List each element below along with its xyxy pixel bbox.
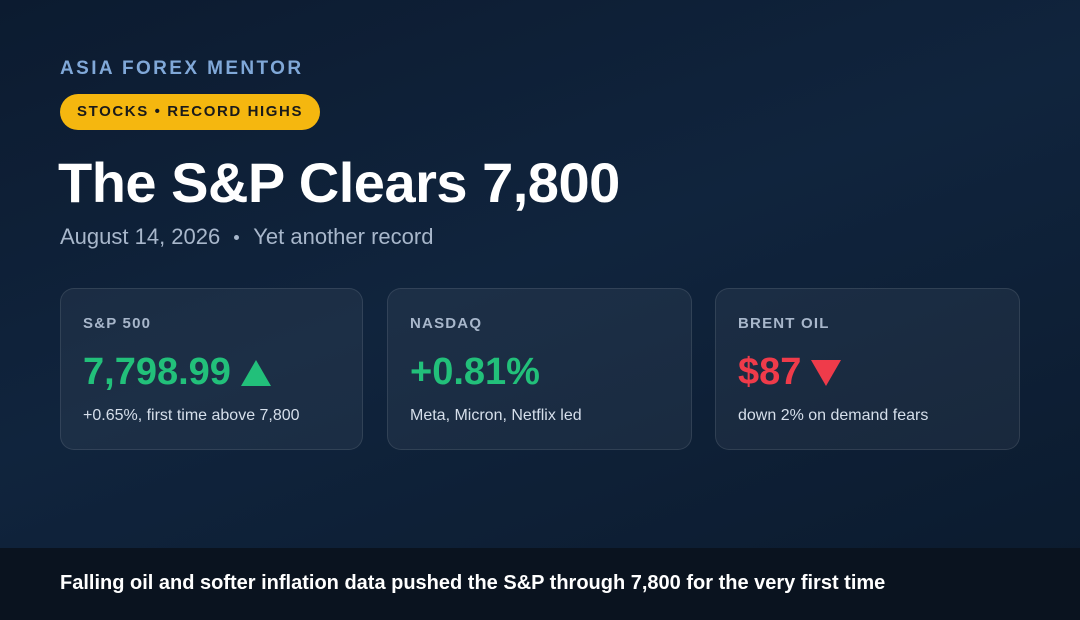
card-note: down 2% on demand fears: [738, 407, 929, 424]
stat-card: BRENT OIL $87 down 2% on demand fears: [715, 288, 1020, 450]
tag: STOCKS • RECORD HIGHS: [60, 94, 321, 130]
card-note: +0.65%, first time above 7,800: [83, 407, 300, 424]
card-label: NASDAQ: [410, 315, 483, 332]
card-label: BRENT OIL: [738, 315, 830, 332]
card-value: 7,798.99: [83, 351, 231, 393]
footer-text: Falling oil and softer inflation data pu…: [60, 572, 886, 594]
separator: [234, 234, 240, 240]
card-value-row: +0.81%: [410, 351, 540, 394]
dateline: August 14, 2026 Yet another record: [60, 224, 433, 250]
card-value: $87: [738, 351, 802, 393]
card-value-row: 7,798.99: [83, 351, 271, 394]
subtitle: Yet another record: [253, 224, 434, 249]
card-label: S&P 500: [83, 315, 152, 332]
date: August 14, 2026: [60, 224, 221, 249]
down-arrow: [811, 359, 842, 386]
card-note: Meta, Micron, Netflix led: [410, 407, 582, 424]
footer-bar: Falling oil and softer inflation data pu…: [0, 548, 1080, 620]
title: The S&P Clears 7,800: [58, 151, 620, 214]
card-value-row: $87: [738, 351, 842, 394]
stat-card: NASDAQ +0.81% Meta, Micron, Netflix led: [387, 288, 692, 450]
brand: ASIA FOREX MENTOR: [60, 58, 304, 79]
stat-card: S&P 500 7,798.99 +0.65%, first time abov…: [60, 288, 363, 450]
card-value: +0.81%: [410, 351, 540, 393]
up-arrow: [240, 359, 271, 386]
